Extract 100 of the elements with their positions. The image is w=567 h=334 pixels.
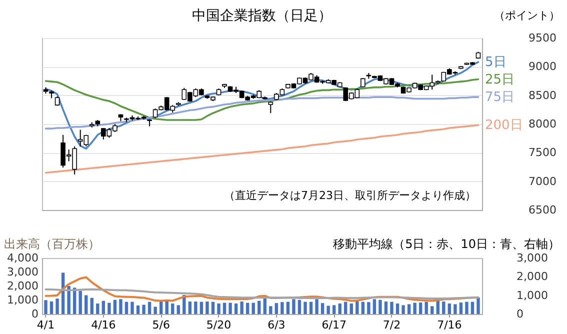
bar (211, 302, 215, 314)
line-series (44, 61, 480, 150)
bar (234, 304, 238, 314)
bar (222, 302, 226, 314)
bar (407, 304, 411, 314)
chart-title: 中国企業指数（日足） (192, 8, 332, 24)
x-tick-label: 6/17 (322, 318, 346, 332)
x-tick-label: 5/20 (206, 318, 232, 332)
bar (119, 299, 122, 314)
bar (326, 306, 330, 314)
bar (384, 302, 388, 314)
series-label: 5日 (485, 55, 506, 70)
y-tick-label: 8000 (528, 118, 556, 130)
y-tick-label: 7500 (528, 146, 556, 160)
x-tick-label: 4/1 (36, 318, 55, 332)
line-series (44, 288, 480, 300)
bar (96, 304, 100, 314)
x-tick-label: 4/16 (91, 318, 116, 332)
series-label: 25日 (485, 72, 515, 88)
candlestick (360, 78, 366, 88)
bar (350, 304, 353, 314)
bar (258, 300, 261, 314)
bar (124, 302, 128, 314)
bar (344, 302, 348, 314)
bar (78, 290, 82, 314)
y-tick-label: 1,000 (7, 294, 38, 306)
bar (459, 302, 463, 314)
bar (367, 302, 370, 314)
bar (84, 295, 88, 314)
bar (378, 300, 382, 314)
y2-tick-label: 2,000 (516, 270, 548, 284)
y-tick-label: 9000 (528, 60, 556, 74)
bar (424, 302, 428, 314)
bar (108, 302, 111, 314)
x-tick-label: 6/3 (268, 318, 286, 332)
bar (90, 298, 94, 314)
bar (200, 302, 204, 314)
bar (332, 305, 336, 314)
bar (136, 305, 140, 314)
series-label: 75日 (485, 90, 515, 106)
y-tick-label: 9500 (528, 32, 556, 44)
bar (390, 302, 394, 314)
bar (402, 305, 405, 314)
bar (304, 302, 307, 314)
bar (176, 305, 180, 314)
bar (465, 302, 468, 314)
bar (246, 302, 250, 314)
bar (320, 303, 324, 314)
x-tick-label: 7/16 (437, 318, 462, 332)
bar (56, 298, 59, 314)
annotation: （直近データは7月23日、取引所データより作成） (224, 189, 476, 202)
y-axis-title: 出来高（百万株） (4, 237, 100, 251)
bar (148, 302, 152, 314)
bar (356, 300, 359, 314)
bar (286, 302, 290, 314)
bar (298, 300, 302, 314)
x-tick-label: 5/6 (152, 318, 170, 332)
bar (171, 304, 174, 314)
bar (113, 300, 117, 314)
bar (372, 299, 376, 314)
bar (159, 302, 163, 314)
bar (269, 306, 272, 314)
bar (315, 299, 318, 314)
bar (442, 302, 446, 314)
y-tick-label: 2,000 (7, 280, 38, 292)
bar (396, 304, 400, 314)
y-tick-label: 0 (32, 308, 38, 320)
bar (280, 302, 284, 314)
bar (206, 302, 209, 314)
bar (188, 302, 192, 314)
y2-tick-label: 1,000 (516, 288, 548, 302)
y-tick-label: 7000 (528, 174, 556, 188)
bar (142, 304, 146, 314)
line-series (44, 96, 480, 130)
y2-tick-label: 3,000 (516, 252, 548, 264)
bar (338, 304, 342, 314)
bar (448, 304, 452, 314)
bar (50, 301, 54, 314)
bar (418, 302, 422, 314)
candlestick (268, 101, 274, 114)
y-tick-label: 3,000 (7, 266, 38, 278)
bar (194, 302, 198, 314)
line-series (44, 124, 480, 174)
y2-tick-label: 0 (516, 308, 524, 320)
bar (130, 302, 134, 314)
bar (67, 286, 70, 314)
line-series (44, 78, 480, 121)
y2-axis-title: 移動平均線（5日：赤、10日：青、右軸） (333, 237, 560, 251)
bar (228, 302, 232, 314)
bar (217, 304, 220, 314)
bar (44, 300, 48, 314)
bar (454, 304, 457, 314)
bar (240, 302, 244, 314)
bar (292, 299, 296, 314)
y-tick-label: 6500 (528, 204, 556, 216)
bar (476, 297, 480, 314)
y-axis-title: （ポイント） (494, 9, 560, 22)
y-tick-label: 4,000 (7, 252, 38, 264)
bar (470, 302, 474, 314)
series-label: 200日 (485, 118, 523, 134)
